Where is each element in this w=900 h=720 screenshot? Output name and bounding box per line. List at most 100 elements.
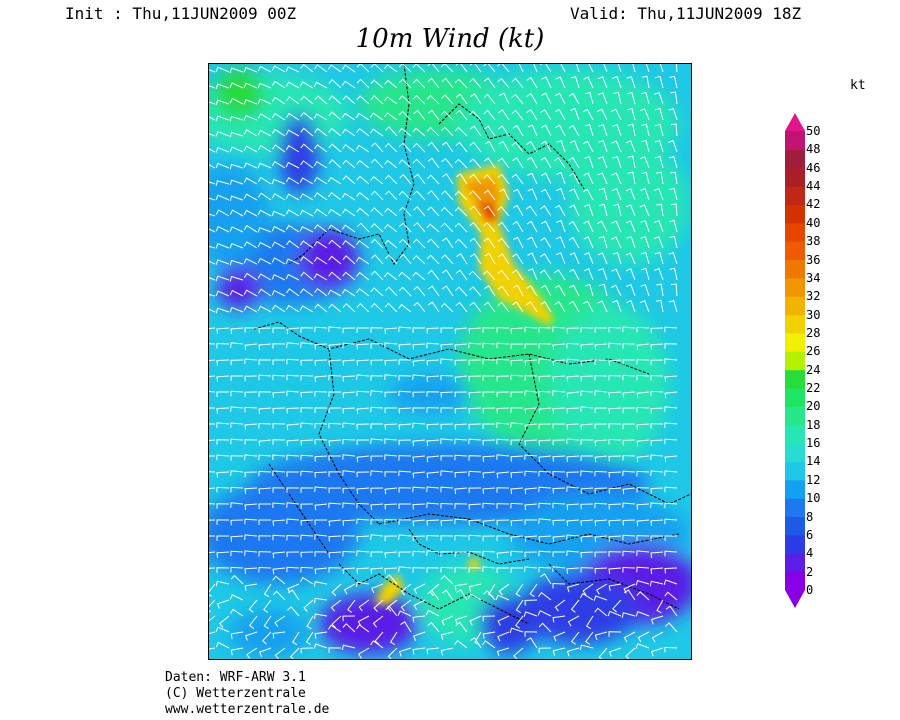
colorbar-segment <box>785 241 805 261</box>
wind-barb <box>632 64 636 73</box>
wind-barb <box>272 534 286 541</box>
wind-barb <box>328 519 342 527</box>
wind-barb <box>216 407 230 414</box>
wind-barb <box>347 599 356 613</box>
wind-barb <box>271 274 286 281</box>
wind-barb <box>649 580 664 587</box>
wind-barb <box>209 69 216 73</box>
wind-barb <box>384 254 398 265</box>
wind-barb <box>426 502 440 509</box>
wind-barb <box>216 391 229 398</box>
wind-barb <box>370 238 384 249</box>
wind-barb <box>341 112 356 121</box>
wind-barb <box>580 327 594 333</box>
wind-barb <box>286 471 300 477</box>
wind-barb <box>440 631 454 640</box>
wind-barb <box>229 179 244 186</box>
wind-barb <box>209 277 216 281</box>
wind-barb <box>314 613 328 619</box>
wind-barb <box>328 239 342 249</box>
wind-barb <box>636 550 650 556</box>
wind-barb <box>656 283 664 297</box>
wind-barb <box>599 203 608 217</box>
wind-barb <box>285 112 300 121</box>
wind-barb <box>650 470 664 476</box>
colorbar-segment <box>785 167 805 187</box>
wind-barb <box>398 206 412 217</box>
wind-barb <box>412 391 426 398</box>
wind-barb <box>656 599 664 614</box>
wind-barb <box>342 359 356 366</box>
wind-barb <box>370 470 384 476</box>
wind-barb <box>342 95 356 105</box>
wind-barb <box>554 124 566 137</box>
wind-barb <box>272 423 286 429</box>
wind-barbs <box>209 64 678 659</box>
wind-barb <box>566 407 580 414</box>
wind-barb <box>230 574 244 585</box>
wind-barb <box>286 407 300 414</box>
wind-barb <box>668 251 678 265</box>
wind-barb <box>398 503 411 510</box>
colorbar-tick-label: 22 <box>806 381 821 396</box>
wind-barb <box>454 487 468 495</box>
wind-barb <box>641 75 650 89</box>
wind-barb <box>440 486 454 493</box>
wind-barb <box>608 391 622 398</box>
wind-barb <box>594 390 608 396</box>
wind-barb <box>271 193 286 201</box>
wind-barb <box>568 236 580 249</box>
wind-barb <box>554 284 566 297</box>
wind-barb <box>412 615 426 623</box>
wind-barb <box>622 343 636 349</box>
wind-barb <box>655 75 664 89</box>
wind-barb <box>398 647 412 657</box>
wind-barb <box>622 502 636 509</box>
wind-barb <box>398 142 412 153</box>
wind-barb <box>440 423 454 430</box>
wind-barb <box>384 223 398 233</box>
wind-barb <box>263 583 272 598</box>
wind-barb <box>640 139 650 153</box>
wind-barb <box>229 146 244 153</box>
wind-barb <box>285 224 300 233</box>
wind-barb <box>541 92 552 105</box>
wind-barb <box>650 502 664 508</box>
wind-barb <box>215 243 230 249</box>
wind-barb <box>330 599 342 612</box>
wind-barb <box>230 406 244 412</box>
wind-barb <box>597 108 608 121</box>
wind-barb <box>314 144 328 153</box>
colorbar-tick-label: 2 <box>806 564 814 579</box>
wind-barb <box>440 110 454 121</box>
wind-barb <box>524 566 538 572</box>
colorbar-tick-label: 32 <box>806 289 821 304</box>
wind-barb <box>454 206 468 217</box>
wind-barb <box>230 535 244 542</box>
wind-barb <box>440 206 454 217</box>
wind-barb <box>300 342 314 348</box>
wind-barb <box>454 438 468 445</box>
colorbar-segment <box>785 516 805 536</box>
wind-barb <box>640 91 650 105</box>
wind-barb <box>596 220 608 233</box>
wind-barb <box>412 471 426 479</box>
wind-barb <box>538 455 552 463</box>
wind-barb <box>342 159 356 169</box>
wind-barb <box>358 647 370 659</box>
wind-barb <box>285 304 300 313</box>
wind-barb <box>328 303 342 313</box>
wind-barb <box>357 615 370 627</box>
wind-barb <box>328 551 342 558</box>
wind-barb <box>257 162 272 169</box>
wind-barb <box>243 129 258 137</box>
colorbar-tick-label: 40 <box>806 215 821 230</box>
wind-barb <box>659 64 664 73</box>
wind-barb <box>384 535 398 542</box>
wind-barb <box>512 188 524 201</box>
wind-barb <box>328 391 342 397</box>
wind-barb <box>209 487 216 490</box>
wind-barb <box>527 252 538 265</box>
wind-barb <box>664 422 678 428</box>
wind-barb <box>370 438 384 444</box>
